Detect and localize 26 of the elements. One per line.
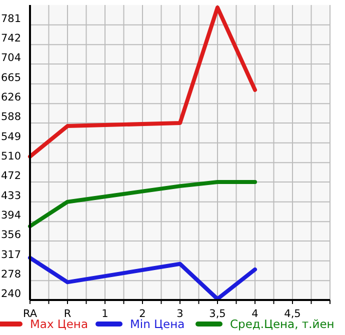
y-tick-label: 472 xyxy=(1,170,22,182)
legend-label: Сред.Цена, т.йен xyxy=(230,317,334,331)
legend-label: Min Цена xyxy=(130,317,185,331)
y-tick-label: 588 xyxy=(1,111,22,123)
y-tick-label: 240 xyxy=(1,288,22,300)
y-tick-label: 742 xyxy=(1,32,22,45)
x-tick-label: 4 xyxy=(252,308,259,320)
y-tick-label: 510 xyxy=(1,150,22,163)
legend-label: Max Цена xyxy=(30,317,88,331)
y-tick-label: 278 xyxy=(1,268,22,281)
y-tick-label: 781 xyxy=(1,12,22,25)
y-tick-label: 626 xyxy=(1,92,22,104)
x-tick-label: 3 xyxy=(176,308,184,320)
x-tick-label: 3,5 xyxy=(209,308,226,320)
y-tick-label: 394 xyxy=(1,210,22,222)
x-tick-label: 2 xyxy=(139,308,146,320)
y-tick-label: 433 xyxy=(1,190,22,202)
y-tick-label: 704 xyxy=(1,52,22,64)
y-tick-label: 317 xyxy=(1,248,22,261)
y-tick-label: 356 xyxy=(1,229,22,241)
x-tick-label: 1 xyxy=(102,308,108,320)
x-tick-label: 4,5 xyxy=(284,308,301,320)
x-tick-label: R xyxy=(64,308,72,320)
y-tick-label: 665 xyxy=(1,72,22,84)
y-tick-label: 549 xyxy=(1,130,22,143)
x-tick-label: RA xyxy=(22,308,38,320)
